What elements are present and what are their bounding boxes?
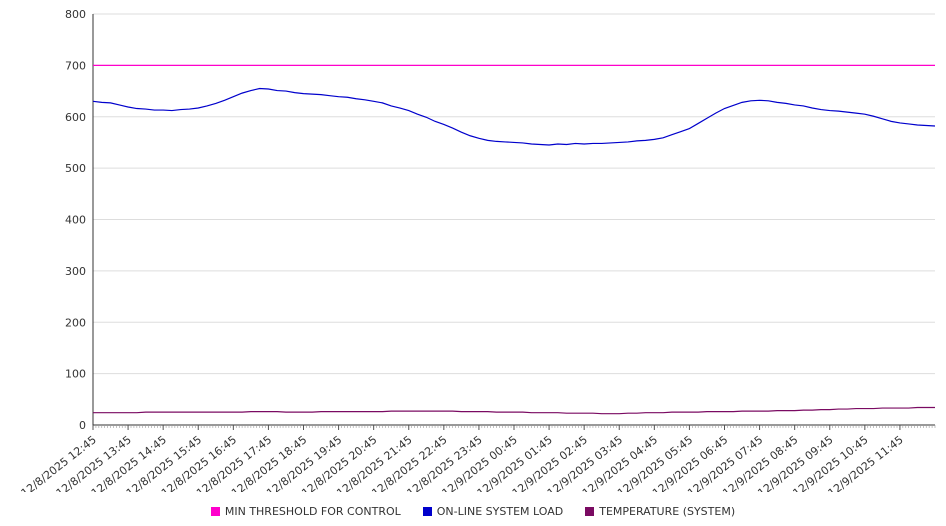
legend-item-system-load: ON-LINE SYSTEM LOAD <box>422 505 564 518</box>
legend-swatch-temperature <box>585 507 595 516</box>
y-axis-label: 0 <box>79 419 86 432</box>
legend-label-system-load: ON-LINE SYSTEM LOAD <box>436 505 564 518</box>
y-axis-label: 200 <box>65 316 86 329</box>
legend-swatch-min-threshold <box>210 507 220 516</box>
y-axis-label: 700 <box>65 59 86 72</box>
y-axis-label: 400 <box>65 214 86 227</box>
y-axis-label: 500 <box>65 162 86 175</box>
legend-item-temperature: TEMPERATURE (SYSTEM) <box>585 505 735 518</box>
y-axis-label: 100 <box>65 368 86 381</box>
legend-item-min-threshold: MIN THRESHOLD FOR CONTROL <box>210 505 401 518</box>
series-line-1 <box>92 87 936 146</box>
y-axis-label: 800 <box>65 8 86 21</box>
legend-label-min-threshold: MIN THRESHOLD FOR CONTROL <box>224 505 401 518</box>
y-axis-label: 300 <box>65 265 86 278</box>
legend-swatch-system-load <box>422 507 432 516</box>
chart-legend: MIN THRESHOLD FOR CONTROL ON-LINE SYSTEM… <box>0 505 946 518</box>
series-line-2 <box>93 406 935 415</box>
legend-label-temperature: TEMPERATURE (SYSTEM) <box>599 505 736 518</box>
y-axis-label: 600 <box>65 111 86 124</box>
